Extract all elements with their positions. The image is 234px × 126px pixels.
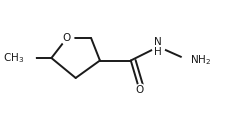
Text: NH$_2$: NH$_2$ [190,54,212,67]
Text: O: O [63,33,71,43]
Text: CH$_3$: CH$_3$ [3,51,24,65]
Text: O: O [135,85,144,95]
Text: H: H [154,47,162,57]
Text: N: N [154,37,162,48]
